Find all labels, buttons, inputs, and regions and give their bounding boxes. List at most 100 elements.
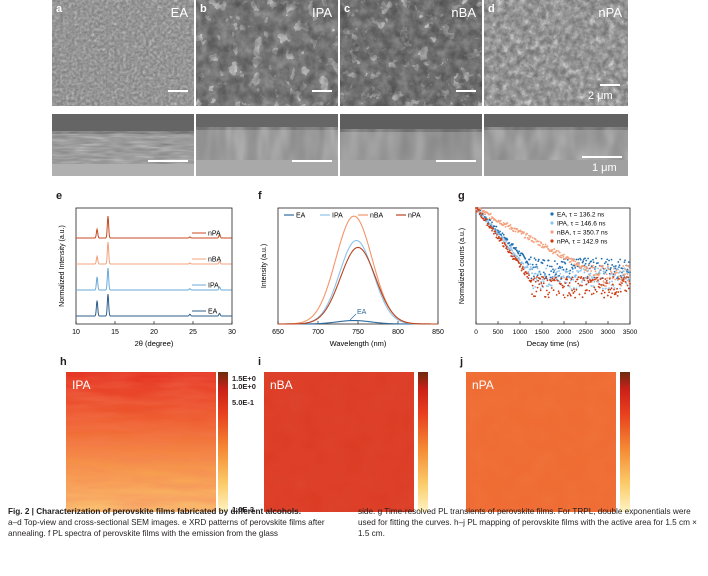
trpl-point-ea xyxy=(549,265,551,268)
trpl-point-ea xyxy=(575,258,578,261)
trpl-point-ipa xyxy=(590,276,593,278)
trpl-point-npa xyxy=(585,289,588,291)
trpl-point-ea xyxy=(577,258,580,261)
trpl-point-nba xyxy=(613,272,616,275)
trpl-point-npa xyxy=(576,278,579,281)
trpl-point-nba xyxy=(529,235,532,238)
trpl-point-ipa xyxy=(602,270,605,273)
trpl-point-npa xyxy=(603,296,606,299)
trpl-point-ipa xyxy=(531,272,533,274)
cross-ea-texture xyxy=(52,114,194,176)
trpl-point-ipa xyxy=(528,268,531,271)
trpl-point-npa xyxy=(523,273,526,276)
trpl-point-nba xyxy=(498,220,501,223)
trpl-point-ea xyxy=(553,260,556,263)
trpl-point-ipa xyxy=(529,266,532,268)
trpl-point-npa xyxy=(566,278,569,281)
trpl-point-npa xyxy=(610,296,612,299)
trpl-point-ipa xyxy=(518,257,521,260)
y-axis-label: Normalized Intensity (a.u.) xyxy=(59,225,66,307)
trpl-point-npa xyxy=(607,288,610,291)
trpl-point-ea xyxy=(552,271,555,274)
trpl-point-ea xyxy=(542,271,545,274)
sem-topview-nba: c nBA xyxy=(340,0,482,106)
trpl-point-npa xyxy=(562,294,565,296)
trpl-point-nba xyxy=(506,222,509,224)
legend-label-ipa: IPA xyxy=(208,283,219,290)
panel-letter-g: g xyxy=(458,190,465,202)
trpl-point-npa xyxy=(577,282,580,285)
trpl-point-npa xyxy=(552,279,554,282)
cross-nba-texture xyxy=(340,114,482,176)
trpl-point-ea xyxy=(515,246,517,249)
trpl-point-npa xyxy=(565,277,568,279)
x-tick-label: 0 xyxy=(474,329,478,336)
trpl-point-nba xyxy=(585,266,588,269)
trpl-point-npa xyxy=(560,277,563,280)
trpl-point-ea xyxy=(565,268,568,271)
trpl-point-nba xyxy=(584,265,587,268)
x-tick-label: 10 xyxy=(72,329,80,336)
trpl-point-ipa xyxy=(591,277,594,280)
panel-letter-c: c xyxy=(344,3,351,15)
trpl-point-npa xyxy=(531,284,534,287)
trpl-point-nba xyxy=(605,284,607,287)
trpl-point-npa xyxy=(497,237,500,240)
trpl-point-npa xyxy=(504,244,507,246)
trpl-point-nba xyxy=(611,277,614,280)
trpl-point-ea xyxy=(499,230,501,233)
trpl-point-npa xyxy=(539,289,542,292)
trpl-point-npa xyxy=(588,289,591,292)
trpl-point-nba xyxy=(524,236,527,239)
trpl-point-npa xyxy=(613,288,615,291)
sem-npa-texture xyxy=(484,0,628,106)
xrd-series-npa xyxy=(76,215,232,239)
sem-label-nba: nBA xyxy=(451,5,476,20)
trpl-point-npa xyxy=(628,280,631,283)
trpl-point-nba xyxy=(600,265,602,268)
trpl-point-ipa xyxy=(536,267,539,270)
trpl-point-npa xyxy=(538,283,541,285)
trpl-point-ea xyxy=(537,258,540,261)
x-tick-label: 750 xyxy=(352,329,364,336)
trpl-point-nba xyxy=(592,264,594,267)
trpl-point-nba xyxy=(480,208,482,211)
trpl-point-ipa xyxy=(548,283,551,286)
trpl-point-nba xyxy=(514,230,517,233)
trpl-point-npa xyxy=(500,239,503,241)
trpl-point-ipa xyxy=(627,269,630,272)
panel-letter-f: f xyxy=(258,190,262,202)
trpl-point-ea xyxy=(516,250,519,253)
trpl-point-npa xyxy=(608,278,611,280)
trpl-point-nba xyxy=(504,225,507,228)
x-tick-label: 850 xyxy=(432,329,444,336)
map-nba-texture xyxy=(264,372,414,512)
trpl-point-ipa xyxy=(619,287,622,290)
trpl-point-npa xyxy=(609,288,612,291)
trpl-point-npa xyxy=(611,292,614,295)
trpl-point-ipa xyxy=(611,280,614,283)
trpl-point-ea xyxy=(609,268,612,271)
pl-map-npa: nPA xyxy=(466,372,616,512)
trpl-point-nba xyxy=(613,268,615,270)
trpl-point-npa xyxy=(513,255,516,258)
trpl-point-ea xyxy=(555,273,557,276)
trpl-point-ea xyxy=(606,263,609,266)
trpl-point-npa xyxy=(528,274,530,277)
trpl-point-nba xyxy=(502,221,505,224)
trpl-point-npa xyxy=(502,245,505,248)
trpl-point-npa xyxy=(541,285,544,288)
legend-label-nba: nBA xyxy=(208,257,222,264)
trpl-point-ea xyxy=(524,257,527,260)
trpl-point-ipa xyxy=(487,220,490,223)
legend-label-ipa: IPA xyxy=(332,213,343,220)
trpl-point-nba xyxy=(619,270,622,273)
trpl-point-nba xyxy=(573,263,576,266)
pl-spectra-chart: 650 700 750 800 850 Wavelength (nm) Intensity … xyxy=(261,207,444,348)
trpl-point-ipa xyxy=(608,287,610,290)
trpl-point-npa xyxy=(616,294,619,297)
trpl-point-ea xyxy=(533,275,535,278)
trpl-point-npa xyxy=(544,295,547,298)
trpl-point-ea xyxy=(606,258,609,261)
trpl-point-ipa xyxy=(571,270,574,273)
